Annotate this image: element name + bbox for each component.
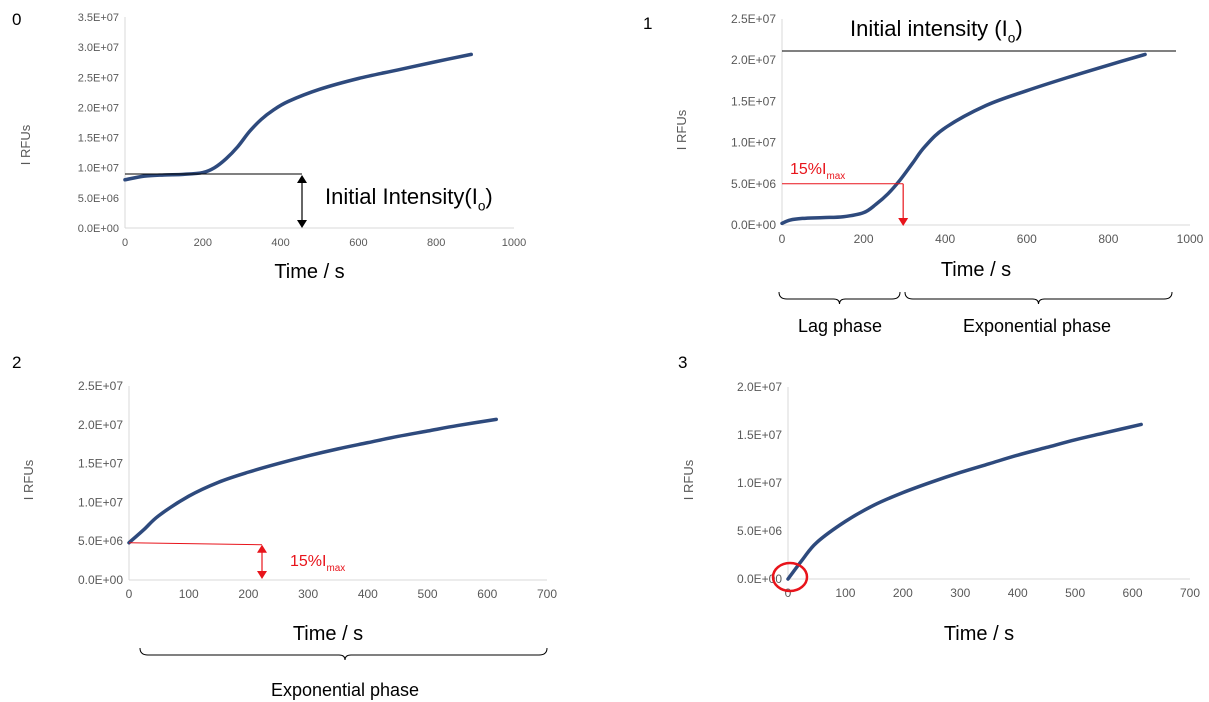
y-tick-label: 2.0E+07 (78, 418, 123, 432)
x-tick-label: 200 (238, 587, 258, 601)
p1-exp-brace (904, 291, 1173, 305)
panel-number-1: 1 (643, 14, 653, 33)
x-tick-label: 200 (893, 586, 913, 600)
y-tick-label: 1.0E+07 (737, 476, 782, 490)
y-tick-label: 1.0E+07 (78, 495, 123, 509)
p2-threshold-line (128, 542, 263, 546)
x-tick-label: 500 (418, 587, 438, 601)
x-tick-label: 400 (358, 587, 378, 601)
annotations: Initial Intensity(Io) Initial intensity (… (125, 16, 1176, 700)
y-tick-label: 3.5E+07 (78, 12, 119, 24)
y-tick-label: 1.5E+07 (731, 94, 776, 108)
y-tick-label: 3.0E+07 (78, 42, 119, 54)
y-axis-title: I RFUs (681, 459, 696, 500)
panel-number-3: 3 (678, 353, 688, 372)
y-tick-label: 2.5E+07 (731, 12, 776, 26)
arrow-head (297, 174, 307, 183)
arrow-head (297, 220, 307, 228)
y-tick-label: 2.0E+07 (731, 53, 776, 67)
x-tick-label: 0 (122, 237, 128, 249)
arrow-head (257, 571, 267, 579)
y-tick-label: 0.0E+00 (737, 572, 782, 586)
y-tick-label: 1.5E+07 (78, 457, 123, 471)
panel-2-chart: 0.0E+00 5.0E+06 1.0E+07 1.5E+07 2.0E+07 2.5E+… (21, 379, 557, 645)
y-tick-label: 0.0E+00 (731, 218, 776, 232)
y-tick-label: 1.0E+07 (731, 136, 776, 150)
y-tick-label: 1.5E+07 (78, 133, 119, 145)
x-tick-label: 400 (935, 232, 955, 246)
p0-initial-intensity-label: Initial Intensity(Io) (325, 184, 493, 214)
x-tick-label: 300 (298, 587, 318, 601)
series-line (780, 52, 1147, 226)
series-line (786, 422, 1143, 581)
x-tick-label: 500 (1065, 586, 1085, 600)
panel-1-chart: 0.0E+00 5.0E+06 1.0E+07 1.5E+07 2.0E+07 2.5E+… (674, 12, 1204, 281)
y-tick-label: 0.0E+00 (78, 223, 119, 235)
p3-origin-circle (771, 561, 809, 593)
x-tick-label: 100 (179, 587, 199, 601)
x-tick-label: 800 (427, 237, 445, 249)
x-tick-label: 0 (785, 586, 792, 600)
p2-threshold-label: 15%Imax (290, 553, 345, 574)
x-tick-label: 300 (950, 586, 970, 600)
x-axis-title: Time / s (944, 623, 1014, 645)
x-tick-label: 0 (126, 587, 133, 601)
y-axis-title: I RFUs (18, 124, 33, 165)
arrow-head (257, 544, 267, 553)
series-line (127, 417, 498, 545)
y-tick-label: 5.0E+06 (731, 177, 776, 191)
x-tick-label: 800 (1098, 232, 1118, 246)
y-tick-label: 2.0E+07 (737, 380, 782, 394)
p1-lag-phase-label: Lag phase (798, 316, 882, 336)
x-tick-label: 700 (1180, 586, 1200, 600)
x-axis-title: Time / s (274, 261, 344, 283)
panel-0-chart: 0.0E+00 5.0E+06 1.0E+07 1.5E+07 2.0E+07 2.5E+… (18, 12, 526, 283)
p1-exp-phase-label: Exponential phase (963, 316, 1111, 336)
panel-number-0: 0 (12, 10, 22, 29)
y-tick-label: 2.5E+07 (78, 72, 119, 84)
p1-initial-intensity-label: Initial intensity (Io) (850, 16, 1023, 46)
x-tick-label: 700 (537, 587, 557, 601)
x-tick-label: 400 (1008, 586, 1028, 600)
p2-exp-brace (139, 647, 548, 661)
p1-threshold-label: 15%Imax (790, 161, 845, 182)
panel-3-chart: 0.0E+00 5.0E+06 1.0E+07 1.5E+07 2.0E+07 0 100 2… (681, 380, 1200, 645)
x-tick-label: 1000 (502, 237, 526, 249)
y-tick-label: 5.0E+06 (78, 193, 119, 205)
y-tick-label: 1.0E+07 (78, 163, 119, 175)
x-tick-label: 600 (349, 237, 367, 249)
y-tick-label: 2.0E+07 (78, 102, 119, 114)
y-tick-label: 2.5E+07 (78, 379, 123, 393)
arrow-head (898, 218, 909, 226)
p1-lag-brace (778, 291, 901, 305)
series-line (123, 52, 473, 182)
x-tick-label: 0 (779, 232, 786, 246)
x-tick-label: 100 (835, 586, 855, 600)
x-tick-label: 1000 (1177, 232, 1204, 246)
y-tick-label: 0.0E+00 (78, 573, 123, 587)
y-tick-label: 5.0E+06 (737, 524, 782, 538)
x-tick-label: 200 (194, 237, 212, 249)
x-tick-label: 600 (1017, 232, 1037, 246)
y-axis-title: I RFUs (674, 109, 689, 150)
y-axis-title: I RFUs (21, 459, 36, 500)
x-tick-label: 600 (1123, 586, 1143, 600)
x-axis-title: Time / s (941, 259, 1011, 281)
x-tick-label: 400 (271, 237, 289, 249)
panel-number-2: 2 (12, 353, 22, 372)
x-axis-title: Time / s (293, 623, 363, 645)
p2-exp-phase-label: Exponential phase (271, 680, 419, 700)
y-tick-label: 5.0E+06 (78, 534, 123, 548)
x-tick-label: 200 (854, 232, 874, 246)
y-tick-label: 1.5E+07 (737, 428, 782, 442)
x-tick-label: 600 (477, 587, 497, 601)
